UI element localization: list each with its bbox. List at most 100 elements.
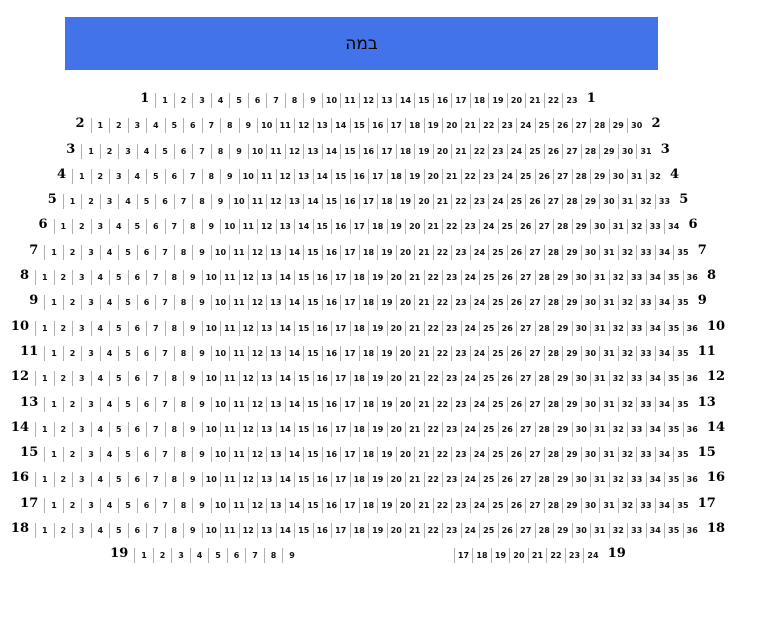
seat[interactable]: 20 [395, 396, 415, 412]
seat[interactable]: 4 [99, 295, 119, 311]
seat[interactable]: 4 [99, 396, 119, 412]
seat[interactable]: 1 [72, 168, 91, 184]
seat[interactable]: 33 [636, 295, 655, 311]
seat[interactable]: 6 [127, 523, 146, 539]
seat[interactable]: 35 [673, 244, 692, 260]
seat[interactable]: 1 [44, 244, 63, 260]
seat[interactable]: 25 [479, 320, 498, 336]
seat[interactable]: 23 [562, 93, 581, 108]
seat[interactable]: 13 [312, 118, 331, 134]
seat[interactable]: 9 [183, 371, 202, 387]
seat[interactable]: 20 [395, 497, 415, 513]
seat[interactable]: 13 [266, 345, 285, 361]
seat[interactable]: 9 [192, 345, 211, 361]
seat[interactable]: 16 [349, 168, 368, 184]
seat[interactable]: 16 [368, 118, 387, 134]
seat[interactable]: 25 [479, 523, 498, 539]
seat[interactable]: 20 [386, 421, 405, 437]
seat[interactable]: 29 [562, 295, 581, 311]
seat[interactable]: 1 [44, 345, 63, 361]
seat[interactable]: 18 [472, 548, 491, 564]
seat[interactable]: 2 [62, 244, 82, 260]
seat[interactable]: 12 [358, 93, 378, 108]
seat[interactable]: 2 [53, 270, 72, 286]
seat[interactable]: 29 [553, 320, 572, 336]
seat[interactable]: 28 [590, 118, 609, 134]
seat[interactable]: 27 [516, 320, 535, 336]
seat[interactable]: 24 [479, 219, 498, 235]
seat[interactable]: 8 [164, 523, 183, 539]
seat[interactable]: 4 [90, 270, 109, 286]
seat[interactable]: 33 [654, 194, 674, 210]
seat[interactable]: 24 [469, 244, 489, 260]
seat[interactable]: 27 [525, 345, 544, 361]
seat[interactable]: 13 [284, 194, 304, 210]
seat[interactable]: 30 [580, 345, 600, 361]
seat[interactable]: 35 [664, 320, 683, 336]
seat[interactable]: 15 [303, 345, 322, 361]
seat[interactable]: 4 [90, 472, 109, 488]
seat[interactable]: 8 [164, 270, 183, 286]
seat[interactable]: 31 [590, 421, 609, 437]
seat[interactable]: 14 [395, 93, 415, 108]
seat[interactable]: 4 [99, 345, 119, 361]
seat[interactable]: 19 [395, 194, 415, 210]
seat[interactable]: 9 [183, 421, 202, 437]
seat[interactable]: 4 [90, 421, 109, 437]
seat[interactable]: 27 [543, 194, 563, 210]
seat[interactable]: 6 [155, 194, 174, 210]
seat[interactable]: 9 [238, 118, 257, 134]
seat[interactable]: 26 [506, 497, 526, 513]
seat[interactable]: 29 [608, 118, 627, 134]
seat[interactable]: 22 [479, 118, 498, 134]
seat[interactable]: 8 [220, 118, 239, 134]
seat[interactable]: 15 [340, 143, 359, 159]
seat[interactable]: 31 [608, 219, 627, 235]
seat[interactable]: 7 [155, 396, 174, 412]
seat[interactable]: 34 [654, 447, 674, 463]
seat[interactable]: 2 [53, 371, 72, 387]
seat[interactable]: 18 [358, 447, 378, 463]
seat[interactable]: 21 [405, 320, 424, 336]
seat[interactable]: 6 [127, 320, 146, 336]
seat[interactable]: 2 [53, 421, 72, 437]
seat[interactable]: 24 [460, 270, 479, 286]
seat[interactable]: 22 [469, 143, 489, 159]
seat[interactable]: 15 [294, 371, 313, 387]
seat[interactable]: 19 [368, 320, 387, 336]
seat[interactable]: 33 [627, 270, 646, 286]
seat[interactable]: 28 [562, 194, 581, 210]
seat[interactable]: 30 [580, 447, 600, 463]
seat[interactable]: 20 [405, 219, 424, 235]
seat[interactable]: 17 [349, 219, 368, 235]
seat[interactable]: 3 [99, 194, 119, 210]
seat[interactable]: 36 [682, 523, 701, 539]
seat[interactable]: 11 [238, 219, 257, 235]
seat[interactable]: 17 [453, 548, 473, 564]
seat[interactable]: 24 [469, 497, 489, 513]
seat[interactable]: 12 [238, 320, 257, 336]
seat[interactable]: 1 [53, 219, 72, 235]
seat[interactable]: 34 [654, 295, 674, 311]
seat[interactable]: 9 [183, 523, 202, 539]
seat[interactable]: 14 [284, 345, 304, 361]
seat[interactable]: 1 [35, 421, 54, 437]
seat[interactable]: 21 [442, 168, 461, 184]
seat[interactable]: 30 [627, 118, 646, 134]
seat[interactable]: 16 [312, 472, 331, 488]
seat[interactable]: 19 [368, 371, 387, 387]
seat[interactable]: 24 [506, 143, 526, 159]
seat[interactable]: 16 [321, 396, 341, 412]
seat[interactable]: 17 [340, 244, 359, 260]
seat[interactable]: 3 [81, 244, 100, 260]
seat[interactable]: 32 [627, 219, 646, 235]
seat[interactable]: 9 [303, 93, 322, 108]
seat[interactable]: 22 [442, 219, 461, 235]
seat[interactable]: 3 [81, 295, 100, 311]
seat[interactable]: 25 [516, 168, 535, 184]
seat[interactable]: 30 [580, 295, 600, 311]
seat[interactable]: 13 [257, 523, 276, 539]
seat[interactable]: 5 [109, 270, 128, 286]
seat[interactable]: 13 [266, 244, 285, 260]
seat[interactable]: 7 [155, 497, 174, 513]
